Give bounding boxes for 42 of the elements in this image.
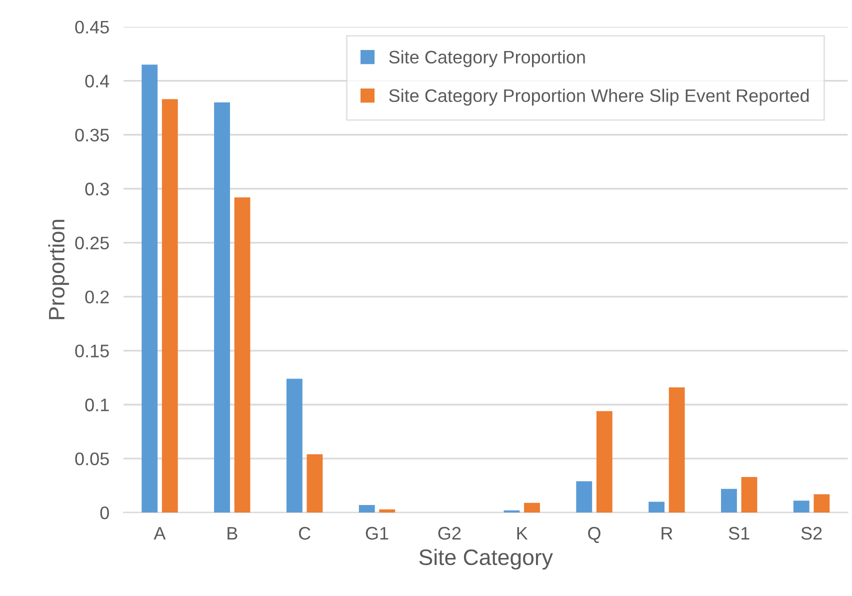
bar bbox=[668, 387, 685, 513]
bar bbox=[524, 502, 540, 513]
bar bbox=[214, 102, 230, 513]
y-tick-label: 0.15 bbox=[75, 344, 109, 358]
bar bbox=[286, 378, 302, 513]
legend-label: Site Category Proportion bbox=[389, 50, 585, 68]
y-tick-label: 0.45 bbox=[75, 20, 109, 34]
bar bbox=[142, 64, 158, 513]
bar bbox=[379, 509, 396, 513]
legend-label: Site Category Proportion Where Slip Event Reported bbox=[389, 88, 809, 106]
y-tick-label: 0.2 bbox=[85, 290, 109, 304]
y-tick-label: 0.25 bbox=[75, 236, 109, 250]
y-tick-label: 0.05 bbox=[75, 452, 109, 466]
bar bbox=[234, 197, 250, 513]
x-tick-label: G2 bbox=[438, 526, 461, 540]
y-tick-label: 0 bbox=[100, 506, 109, 520]
x-tick-label: S2 bbox=[801, 526, 822, 540]
x-tick-label: S1 bbox=[728, 526, 750, 540]
bar bbox=[306, 454, 323, 513]
y-tick-label: 0.1 bbox=[85, 398, 109, 412]
bar bbox=[576, 481, 592, 513]
y-tick-label: 0.3 bbox=[85, 182, 109, 196]
x-tick-label: A bbox=[154, 527, 166, 540]
x-axis-title: Site Category bbox=[419, 548, 553, 570]
bar bbox=[814, 494, 830, 513]
x-tick-label: G1 bbox=[366, 526, 388, 540]
x-tick-label: C bbox=[298, 526, 310, 540]
bar bbox=[504, 510, 520, 513]
bar bbox=[596, 411, 612, 513]
bar bbox=[721, 488, 737, 513]
bar bbox=[741, 476, 758, 513]
x-tick-label: R bbox=[662, 527, 672, 540]
bar bbox=[793, 500, 810, 513]
x-tick-label: B bbox=[228, 527, 238, 540]
bar bbox=[648, 502, 665, 513]
y-axis-title: Proportion bbox=[48, 220, 69, 320]
x-tick-label: K bbox=[517, 527, 528, 540]
bar bbox=[358, 505, 375, 513]
y-tick-label: 0.35 bbox=[75, 128, 109, 142]
y-tick-label: 0.4 bbox=[85, 74, 110, 88]
x-tick-label: Q bbox=[588, 526, 600, 543]
bar bbox=[162, 99, 178, 513]
